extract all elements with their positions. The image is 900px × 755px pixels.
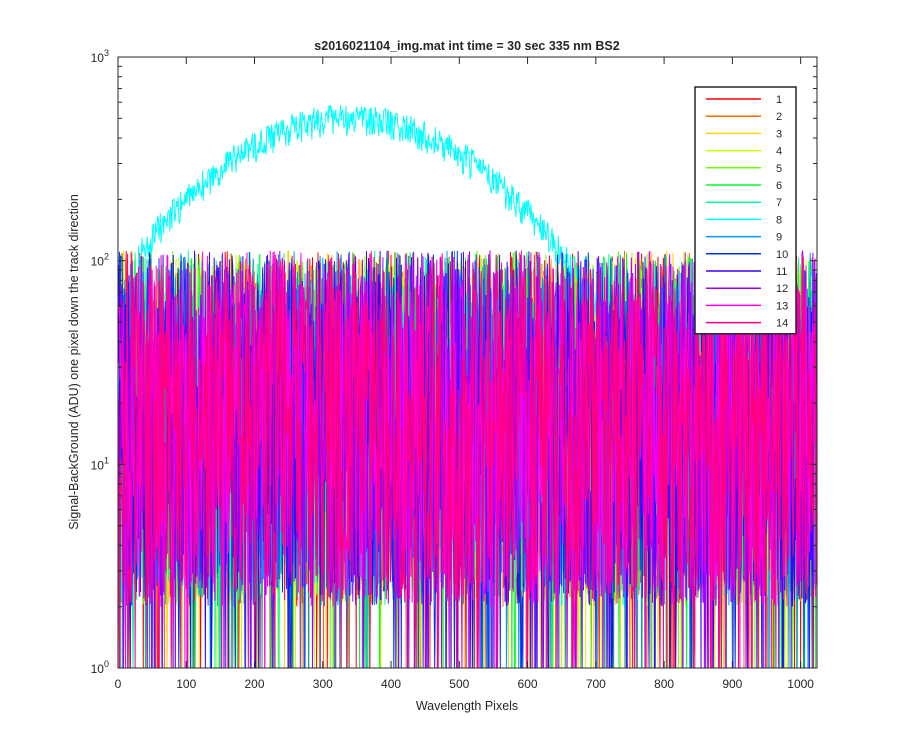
legend-label-13: 13 xyxy=(776,300,788,312)
x-tick-label: 400 xyxy=(381,677,401,691)
x-tick-label: 300 xyxy=(313,677,333,691)
y-tick-label: 101 xyxy=(91,455,109,472)
legend-label-4: 4 xyxy=(776,146,782,158)
x-tick-label: 900 xyxy=(722,677,742,691)
legend-label-6: 6 xyxy=(776,180,782,192)
legend-label-11: 11 xyxy=(776,266,787,278)
x-axis-label: Wavelength Pixels xyxy=(416,699,518,713)
legend-label-9: 9 xyxy=(776,232,782,244)
legend-label-2: 2 xyxy=(776,111,782,123)
chart-title: s2016021104_img.mat int time = 30 sec 33… xyxy=(314,39,619,53)
legend-box xyxy=(694,86,797,335)
x-tick-label: 0 xyxy=(115,677,122,691)
legend-label-7: 7 xyxy=(776,197,782,209)
legend-label-8: 8 xyxy=(776,214,782,226)
legend-label-3: 3 xyxy=(776,128,782,140)
x-tick-label: 600 xyxy=(518,677,538,691)
x-tick-label: 100 xyxy=(176,677,196,691)
series-line-14 xyxy=(118,251,817,668)
axes xyxy=(117,56,818,669)
y-tick-label: 103 xyxy=(91,48,109,65)
y-axis-label: Signal-BackGround (ADU) one pixel down t… xyxy=(67,194,81,530)
legend-label-5: 5 xyxy=(776,163,782,175)
legend-label-12: 12 xyxy=(776,283,788,295)
x-tick-label: 200 xyxy=(245,677,265,691)
legend-label-14: 14 xyxy=(776,318,788,330)
x-tick-label: 1000 xyxy=(787,677,814,691)
x-tick-label: 500 xyxy=(449,677,469,691)
legend-label-1: 1 xyxy=(776,94,782,106)
y-tick-label: 102 xyxy=(91,252,109,269)
x-tick-label: 700 xyxy=(586,677,606,691)
x-tick-label: 800 xyxy=(654,677,674,691)
series-layer xyxy=(118,104,817,668)
plot-frame xyxy=(117,56,818,669)
y-tick-label: 100 xyxy=(91,659,109,676)
legend-label-10: 10 xyxy=(776,249,788,261)
ticks: 0 100 200 300 400 500 600 700 800 900 100010010110… xyxy=(91,48,817,691)
